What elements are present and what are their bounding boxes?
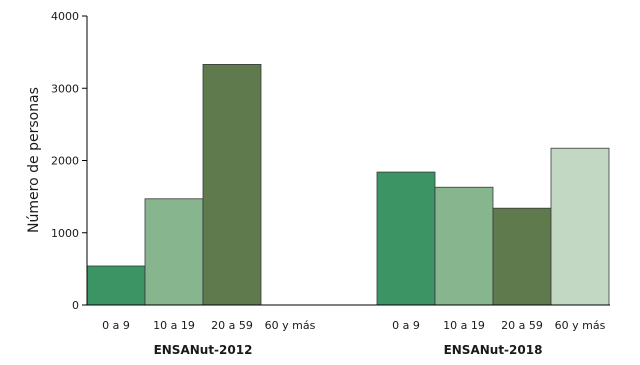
category-label: 20 a 59: [501, 319, 543, 332]
bar-1-2: [144, 198, 204, 306]
bar-2-2: [434, 186, 494, 306]
bar-2-1: [376, 171, 436, 306]
bar-2-4: [550, 147, 610, 306]
bar-1-3: [202, 64, 262, 306]
category-label: 10 a 19: [443, 319, 485, 332]
y-tick-label: 1000: [51, 227, 79, 240]
bar-1-1: [86, 265, 146, 306]
category-label: 60 y más: [555, 319, 606, 332]
y-ticks: 0 1000 2000 3000 4000: [51, 10, 87, 312]
bar-2-3: [492, 207, 552, 306]
category-label: 20 a 59: [211, 319, 253, 332]
group-label: ENSANut-2012: [154, 343, 253, 357]
category-label: 0 a 9: [392, 319, 420, 332]
y-tick-label: 3000: [51, 82, 79, 95]
y-axis-label: Número de personas: [26, 87, 42, 233]
bars-layer: [86, 64, 610, 306]
x-labels: 0 a 9 10 a 19 20 a 59 60 y más ENSANut-2012 0…: [102, 319, 605, 357]
category-label: 10 a 19: [153, 319, 195, 332]
y-tick-label: 4000: [51, 10, 79, 23]
y-tick-label: 2000: [51, 155, 79, 168]
category-label: 0 a 9: [102, 319, 130, 332]
category-label: 60 y más: [265, 319, 316, 332]
group-label: ENSANut-2018: [444, 343, 543, 357]
y-tick-label: 0: [72, 299, 79, 312]
